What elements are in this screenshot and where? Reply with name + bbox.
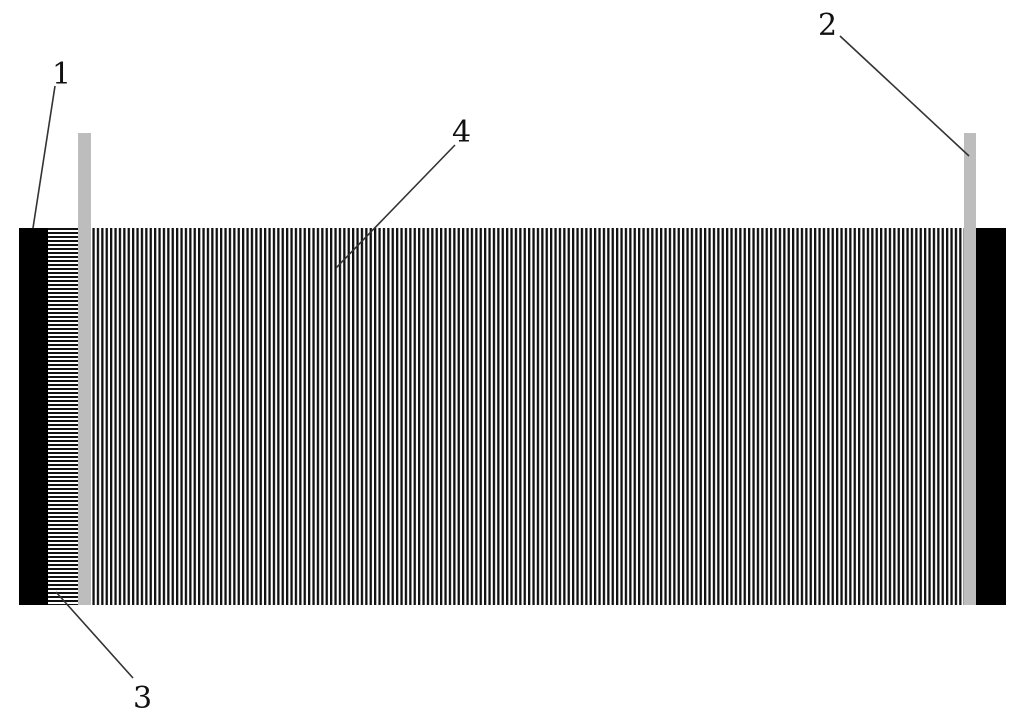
horizontal-stripe-layer	[48, 228, 78, 605]
leader-line-1	[32, 85, 56, 229]
right-electrode-tab	[964, 133, 976, 605]
right-end-block	[976, 228, 1006, 605]
label-3: 3	[133, 681, 152, 716]
leader-line-2	[839, 35, 970, 157]
label-1: 1	[52, 57, 71, 92]
left-electrode-tab	[78, 133, 91, 605]
leader-line-4	[335, 144, 456, 269]
label-2: 2	[818, 8, 837, 43]
vertical-stripe-body	[91, 228, 964, 605]
left-end-block	[19, 228, 48, 605]
label-4: 4	[452, 115, 471, 150]
leader-line-3	[55, 591, 134, 679]
